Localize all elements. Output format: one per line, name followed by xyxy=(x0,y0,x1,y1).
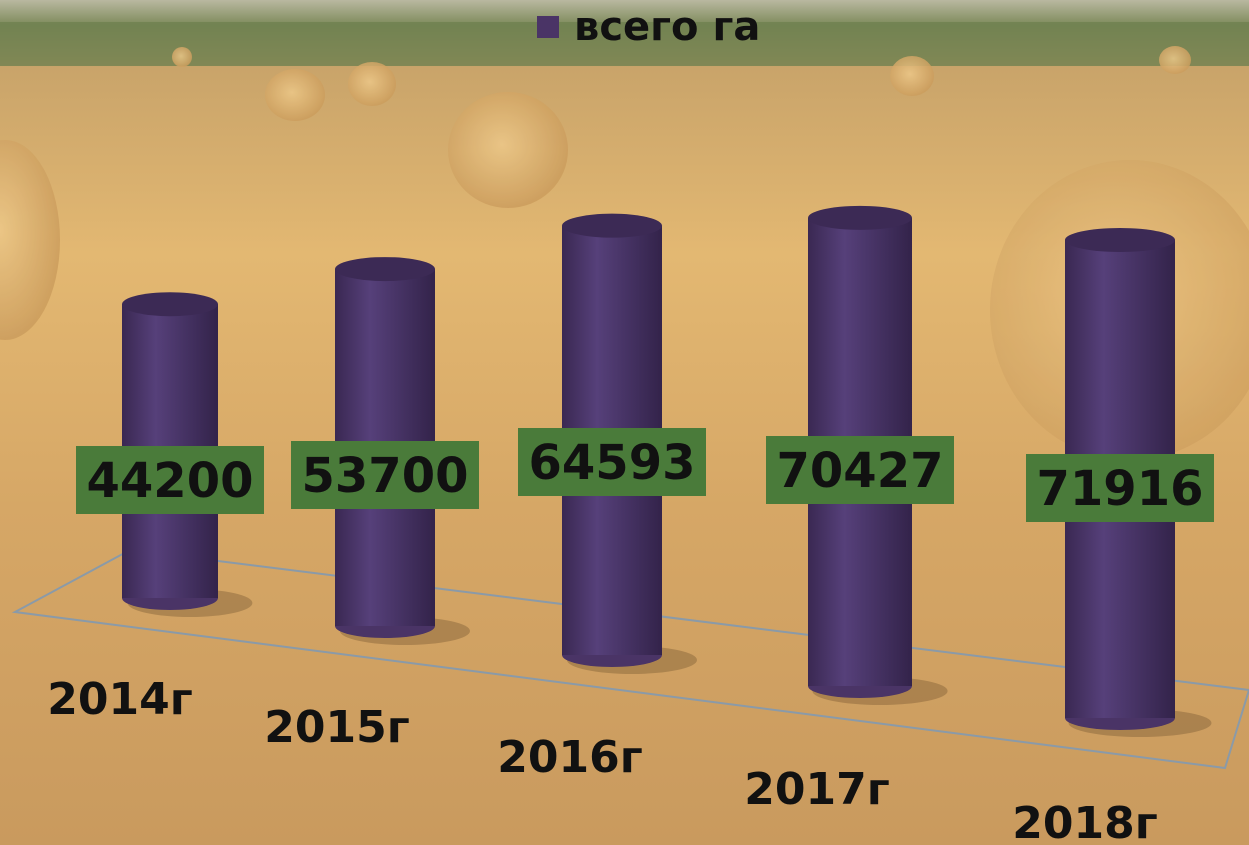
x-tick-label: 2018г xyxy=(1012,798,1157,845)
data-label: 53700 xyxy=(302,448,469,504)
bar-top xyxy=(335,257,435,282)
data-label-box xyxy=(291,441,479,509)
data-label: 64593 xyxy=(529,435,696,491)
x-tick-label: 2016г xyxy=(497,732,642,783)
bar-top xyxy=(808,205,912,230)
data-label-box xyxy=(766,436,954,504)
data-label: 71916 xyxy=(1037,461,1204,517)
data-label-box xyxy=(76,446,264,514)
data-label: 44200 xyxy=(87,453,254,509)
data-label-box xyxy=(1026,454,1214,522)
bar-top xyxy=(122,292,218,317)
legend-swatch xyxy=(537,16,559,38)
floor xyxy=(11,548,1249,770)
bar-top xyxy=(562,213,662,238)
bar-top xyxy=(1065,228,1175,252)
data-label-box xyxy=(518,428,706,496)
x-tick-label: 2014г xyxy=(47,674,192,725)
data-label: 70427 xyxy=(777,443,944,499)
x-tick-label: 2017г xyxy=(744,764,889,815)
tree-line xyxy=(0,22,1249,66)
x-tick-label: 2015г xyxy=(264,702,409,753)
legend-label: всего га xyxy=(574,4,760,50)
